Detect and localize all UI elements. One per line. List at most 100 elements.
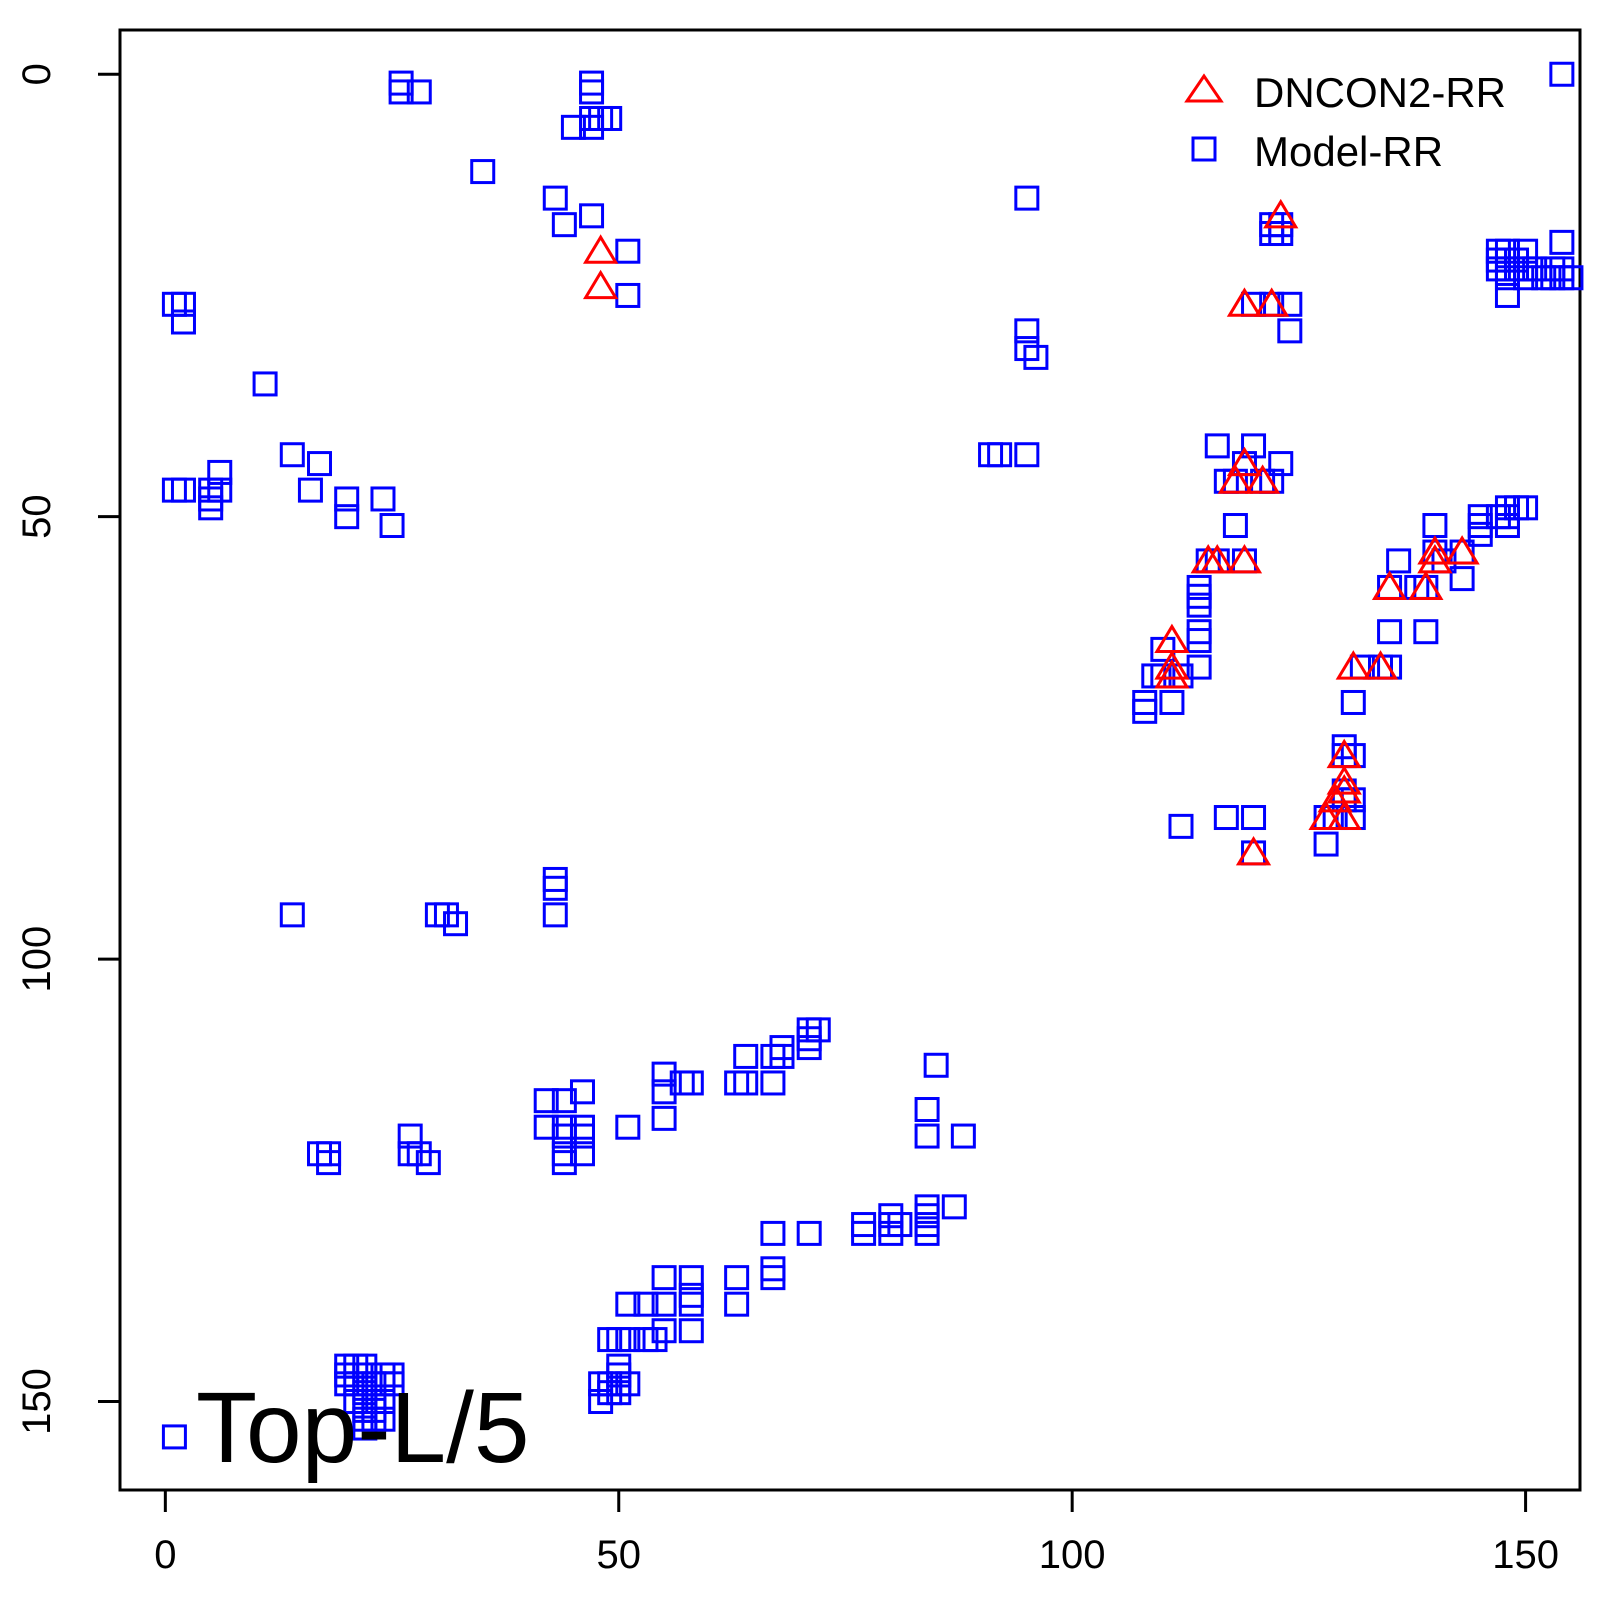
model-rr-point: [433, 902, 459, 928]
legend-label-model-rr: Model-RR: [1254, 128, 1443, 175]
model-rr-point: [397, 1123, 423, 1149]
model-rr-point: [1449, 566, 1475, 592]
model-rr-point: [533, 1088, 559, 1114]
dncon2-rr-point: [1335, 650, 1371, 680]
model-rr-point: [1186, 619, 1212, 645]
model-rr-point: [388, 79, 414, 105]
dncon2-rr-point: [1308, 800, 1344, 831]
model-rr-point: [1268, 221, 1294, 247]
model-rr-point: [588, 105, 614, 131]
model-rr-point: [796, 1220, 822, 1246]
dncon2-rr-point: [1226, 287, 1263, 317]
model-rr-point: [733, 1070, 759, 1096]
model-rr-point: [542, 185, 568, 211]
model-rr-point: [579, 79, 605, 105]
model-rr-point: [615, 1291, 641, 1317]
model-rr-point: [950, 1123, 976, 1149]
model-rr-point: [851, 1220, 877, 1246]
model-rr-point: [406, 79, 432, 105]
model-rr-point: [443, 911, 469, 937]
model-rr-point: [569, 1141, 595, 1167]
model-rr-point: [651, 1291, 677, 1317]
model-rr-point: [615, 238, 641, 264]
model-rr-point: [252, 371, 278, 397]
y-tick-label-150: 150: [15, 1368, 59, 1435]
model-rr-point: [1377, 619, 1403, 645]
model-rr-point: [1150, 636, 1176, 662]
y-tick-label-100: 100: [15, 926, 59, 993]
legend: DNCON2-RR Model-RR: [1184, 69, 1506, 175]
model-rr-point: [1222, 513, 1248, 539]
model-rr-point: [307, 451, 333, 477]
y-tick-label-50: 50: [15, 494, 59, 539]
model-rr-point: [642, 1327, 668, 1353]
model-rr-point: [279, 902, 305, 928]
model-rr-point: [678, 1265, 704, 1291]
dncon2-rr-point: [1263, 198, 1299, 229]
model-rr-point: [198, 495, 224, 521]
model-rr-point: [307, 1141, 333, 1167]
dncon2-rr-point: [1217, 464, 1254, 494]
model-rr-point: [588, 1389, 614, 1415]
model-rr-point: [379, 513, 405, 539]
model-rr-point: [914, 1097, 940, 1123]
model-rr-point: [769, 1035, 795, 1061]
model-rr-point: [1549, 229, 1575, 255]
model-rr-point: [760, 1220, 786, 1246]
dncon2-rr-point: [1326, 800, 1362, 831]
x-tick-label-150: 150: [1492, 1533, 1559, 1577]
model-rr-point: [760, 1256, 786, 1282]
model-rr-point: [569, 1079, 595, 1105]
model-rr-point: [769, 1043, 795, 1069]
dncon2-rr-point: [1317, 782, 1353, 813]
model-rr-point: [733, 1043, 759, 1069]
model-rr-point: [334, 504, 360, 530]
model-rr-point: [651, 1079, 677, 1105]
model-rr-point: [796, 1035, 822, 1061]
model-rr-point: [198, 486, 224, 512]
model-rr-point: [352, 1415, 378, 1441]
model-rr-point: [1132, 698, 1158, 724]
dncon2-rr-point: [1362, 650, 1399, 680]
model-rr-point: [161, 477, 187, 503]
model-rr-point: [279, 442, 305, 468]
model-rr-point: [1467, 521, 1493, 547]
dncon2-rr-series: [582, 198, 1480, 866]
dncon2-rr-point: [582, 234, 619, 264]
model-rr-point: [1340, 689, 1366, 715]
dncon2-rr-point: [1154, 659, 1190, 689]
model-rr-point: [1014, 336, 1040, 362]
model-rr-point: [1558, 265, 1584, 291]
model-rr-point: [1186, 654, 1212, 680]
model-rr-point: [1186, 592, 1212, 618]
model-rr-point: [551, 212, 577, 238]
model-rr-point: [1494, 265, 1520, 291]
annotation-top-l5: Top-L/5: [196, 1372, 530, 1484]
dncon2-rr-point: [1326, 765, 1362, 795]
model-rr-point: [1241, 805, 1267, 831]
model-rr-point: [678, 1291, 704, 1317]
model-rr-point: [987, 442, 1013, 468]
model-rr-point: [1186, 583, 1212, 609]
model-rr-point: [678, 1070, 704, 1096]
model-rr-point: [724, 1070, 750, 1096]
model-rr-point: [1159, 689, 1185, 715]
model-rr-point: [1513, 495, 1539, 521]
model-rr-point: [760, 1043, 786, 1069]
x-tick-label-100: 100: [1039, 1533, 1106, 1577]
model-rr-point: [651, 1265, 677, 1291]
model-rr-point: [1494, 282, 1520, 308]
dncon2-rr-point: [582, 269, 619, 300]
legend-label-dncon2-rr: DNCON2-RR: [1254, 69, 1506, 116]
model-rr-point: [1186, 628, 1212, 654]
model-rr-point: [878, 1220, 904, 1246]
model-rr-point: [941, 1194, 967, 1220]
model-rr-point: [796, 1026, 822, 1052]
model-rr-point: [370, 1389, 396, 1415]
model-rr-point: [760, 1070, 786, 1096]
model-rr-point: [415, 1150, 441, 1176]
model-rr-point: [651, 1061, 677, 1087]
model-rr-point: [878, 1212, 904, 1238]
model-rr-point: [805, 1017, 831, 1043]
